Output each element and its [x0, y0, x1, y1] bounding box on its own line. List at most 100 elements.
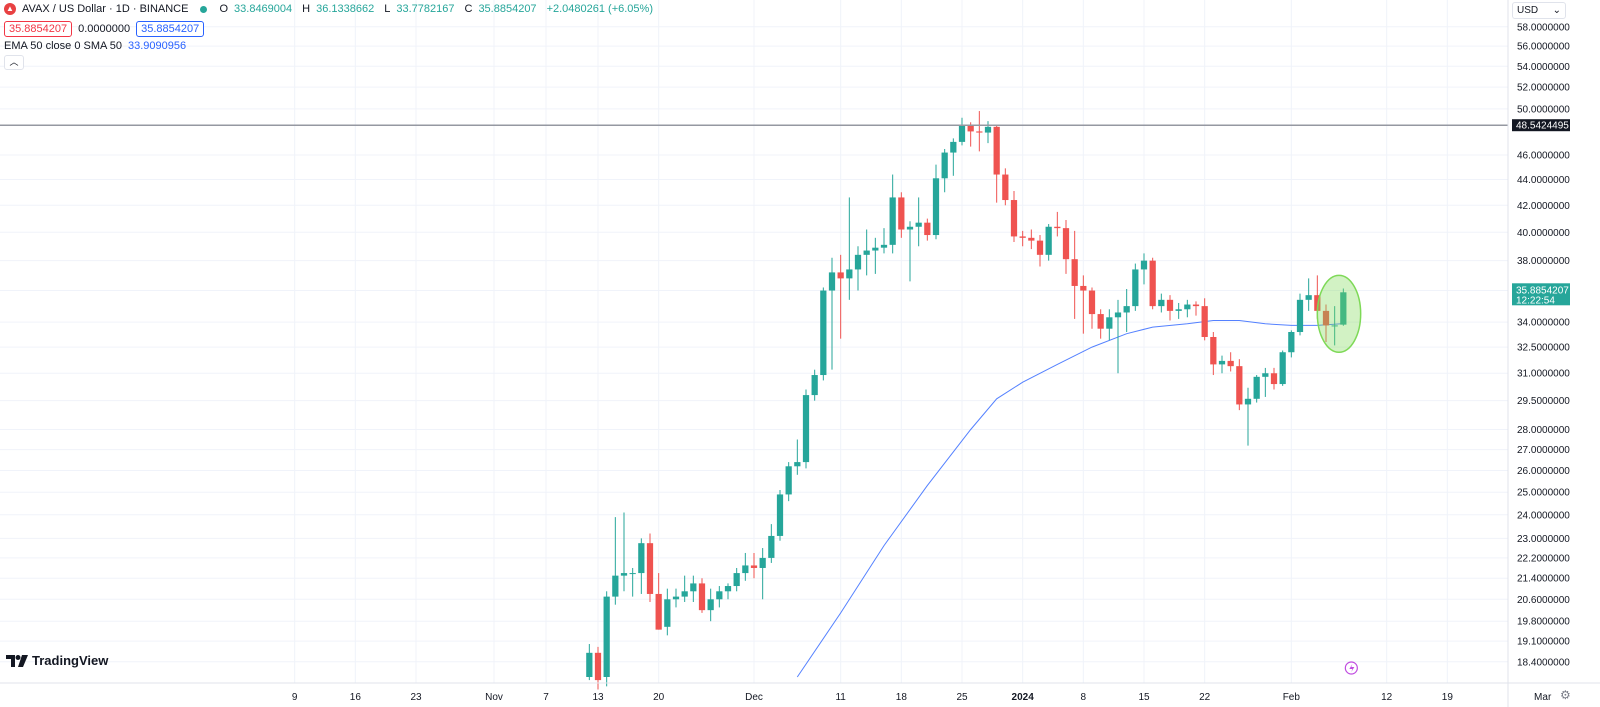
candle [776, 490, 784, 541]
candle [1175, 302, 1182, 319]
y-tick-label: 23.0000000 [1517, 534, 1570, 545]
currency-value: USD [1517, 5, 1539, 16]
candle [1132, 263, 1139, 311]
y-tick-label: 18.4000000 [1517, 657, 1570, 668]
x-tick-label: 8 [1081, 692, 1087, 703]
candle [664, 588, 671, 636]
x-tick-label: 19 [1442, 692, 1454, 703]
y-tick-label: 29.5000000 [1517, 396, 1570, 407]
countdown-label: 12:22:54 [1516, 295, 1555, 306]
candle [1331, 306, 1338, 346]
chart-settings-button[interactable]: ⚙ [1560, 688, 1571, 702]
candle-body [586, 652, 593, 677]
candle-body [889, 197, 896, 245]
collapse-legend-button[interactable]: ︿ [4, 55, 24, 70]
ema-layer [796, 320, 1344, 678]
candle-body [1244, 398, 1252, 405]
symbol-legend[interactable]: ▲ AVAX / US Dollar · 1D · BINANCE O 33.84… [4, 3, 657, 15]
candle-body [1296, 299, 1304, 333]
candle-body [1322, 310, 1330, 326]
candle [716, 586, 723, 608]
candle [1184, 299, 1191, 318]
candle-body [776, 494, 784, 536]
candle [612, 517, 619, 605]
candle-body [1062, 228, 1070, 260]
candle-body [932, 178, 940, 236]
candle [1019, 230, 1026, 247]
candle-body [1166, 299, 1174, 311]
candle [1080, 275, 1087, 334]
time-axis: 9 16 23 Nov 7 13 20 Dec 11 18 25 2024 8 15 22 Feb 12 19 Ma… [0, 682, 1600, 703]
candle [768, 524, 775, 563]
candle [785, 462, 792, 502]
close-label: C [464, 3, 473, 15]
candle [1210, 332, 1217, 376]
tradingview-logo[interactable]: TradingView [6, 653, 108, 668]
y-tick-label: 19.8000000 [1517, 617, 1570, 628]
candle-body [1028, 237, 1035, 241]
candle [1253, 375, 1260, 403]
symbol-title[interactable]: AVAX / US Dollar · 1D · BINANCE [22, 3, 189, 15]
candle [1054, 211, 1061, 237]
candle-body [638, 543, 645, 574]
y-tick-label: 21.4000000 [1517, 574, 1570, 585]
open-label: O [219, 3, 229, 15]
y-tick-label: 22.2000000 [1517, 553, 1570, 564]
candle [1106, 309, 1113, 341]
x-tick-label: 23 [410, 692, 422, 703]
candle-body [1314, 295, 1321, 311]
candle-body [716, 591, 723, 600]
candle-body [768, 535, 775, 558]
candle [655, 573, 662, 630]
candle-body [1210, 336, 1217, 365]
sell-button[interactable]: 35.8854207 [4, 21, 73, 37]
candle [915, 197, 922, 247]
candle-body [984, 126, 992, 133]
candle [1002, 168, 1009, 206]
y-tick-label: 28.0000000 [1517, 425, 1570, 436]
indicator-name[interactable]: EMA 50 close 0 SMA 50 [4, 40, 123, 52]
candle-body [811, 375, 818, 396]
candle-body [1036, 240, 1044, 255]
x-tick-label: 13 [592, 692, 604, 703]
candle-body [976, 131, 983, 133]
change-value: +2.0480261 (+6.05%) [546, 3, 653, 15]
candle-body [603, 596, 610, 677]
candle [794, 439, 801, 475]
candle-body [1080, 285, 1087, 291]
lightning-glyph [1349, 664, 1355, 672]
candle-body [967, 125, 974, 132]
low-label: L [384, 3, 391, 15]
candle [1114, 299, 1122, 374]
candle-body [1184, 304, 1191, 310]
candle [846, 197, 853, 300]
x-tick-label: 11 [835, 692, 846, 703]
candle [837, 254, 844, 339]
candle-body [646, 543, 654, 594]
candle [863, 229, 870, 276]
candle-body [733, 573, 740, 587]
candle-body [863, 250, 870, 255]
candle-body [620, 573, 628, 576]
chart-grid [0, 0, 1508, 683]
candle-body [924, 222, 931, 236]
candle-body [802, 395, 810, 463]
candle [1262, 367, 1269, 397]
candle-body [1140, 260, 1148, 270]
candle [932, 164, 940, 240]
candle [1140, 253, 1148, 285]
candle-body [1218, 360, 1226, 365]
y-tick-label: 20.6000000 [1517, 595, 1570, 606]
candle-body [854, 254, 862, 270]
tradingview-logo-icon [6, 654, 28, 667]
market-status-icon[interactable] [200, 5, 208, 13]
candle-body [958, 125, 966, 142]
currency-select[interactable]: USD ⌄ [1512, 2, 1566, 19]
candle [993, 124, 1000, 203]
candle [811, 369, 818, 401]
candle-body [1192, 304, 1200, 307]
indicator-legend[interactable]: EMA 50 close 0 SMA 50 33.9090956 [4, 40, 186, 52]
candle-body [681, 591, 688, 597]
buy-button[interactable]: 35.8854207 [136, 21, 205, 37]
